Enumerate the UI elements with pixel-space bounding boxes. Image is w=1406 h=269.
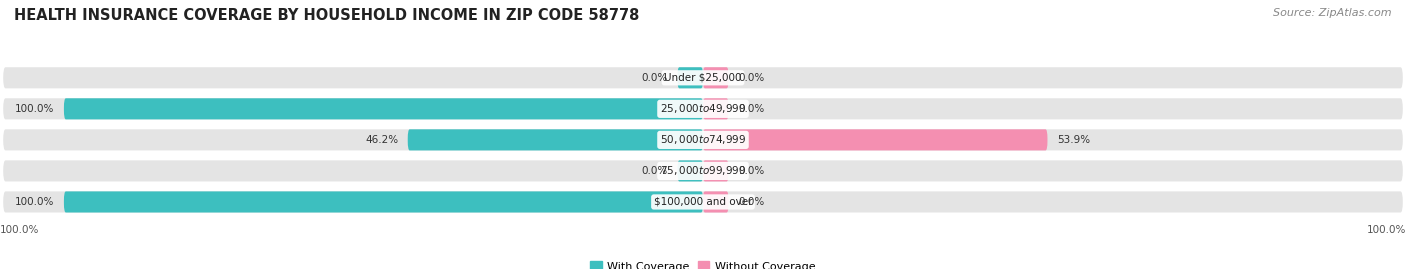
Text: $50,000 to $74,999: $50,000 to $74,999 [659, 133, 747, 146]
FancyBboxPatch shape [3, 192, 1403, 213]
Text: 46.2%: 46.2% [366, 135, 398, 145]
FancyBboxPatch shape [678, 67, 703, 88]
FancyBboxPatch shape [703, 192, 728, 213]
Text: $75,000 to $99,999: $75,000 to $99,999 [659, 164, 747, 178]
FancyBboxPatch shape [63, 98, 703, 119]
Text: 53.9%: 53.9% [1057, 135, 1090, 145]
FancyBboxPatch shape [678, 160, 703, 182]
Text: Source: ZipAtlas.com: Source: ZipAtlas.com [1274, 8, 1392, 18]
Text: 0.0%: 0.0% [738, 166, 765, 176]
Text: 0.0%: 0.0% [641, 73, 668, 83]
Text: 0.0%: 0.0% [641, 166, 668, 176]
Text: 100.0%: 100.0% [1367, 225, 1406, 235]
FancyBboxPatch shape [703, 67, 728, 88]
FancyBboxPatch shape [703, 98, 728, 119]
Text: 0.0%: 0.0% [738, 73, 765, 83]
Text: 100.0%: 100.0% [15, 197, 55, 207]
FancyBboxPatch shape [3, 98, 1403, 119]
Text: 100.0%: 100.0% [15, 104, 55, 114]
FancyBboxPatch shape [3, 67, 1403, 88]
Text: Under $25,000: Under $25,000 [664, 73, 742, 83]
Legend: With Coverage, Without Coverage: With Coverage, Without Coverage [591, 261, 815, 269]
FancyBboxPatch shape [3, 160, 1403, 182]
FancyBboxPatch shape [703, 129, 1047, 150]
FancyBboxPatch shape [408, 129, 703, 150]
Text: 0.0%: 0.0% [738, 104, 765, 114]
FancyBboxPatch shape [63, 192, 703, 213]
Text: 100.0%: 100.0% [0, 225, 39, 235]
FancyBboxPatch shape [3, 129, 1403, 150]
FancyBboxPatch shape [703, 160, 728, 182]
Text: 0.0%: 0.0% [738, 197, 765, 207]
Text: HEALTH INSURANCE COVERAGE BY HOUSEHOLD INCOME IN ZIP CODE 58778: HEALTH INSURANCE COVERAGE BY HOUSEHOLD I… [14, 8, 640, 23]
Text: $100,000 and over: $100,000 and over [654, 197, 752, 207]
Text: $25,000 to $49,999: $25,000 to $49,999 [659, 102, 747, 115]
